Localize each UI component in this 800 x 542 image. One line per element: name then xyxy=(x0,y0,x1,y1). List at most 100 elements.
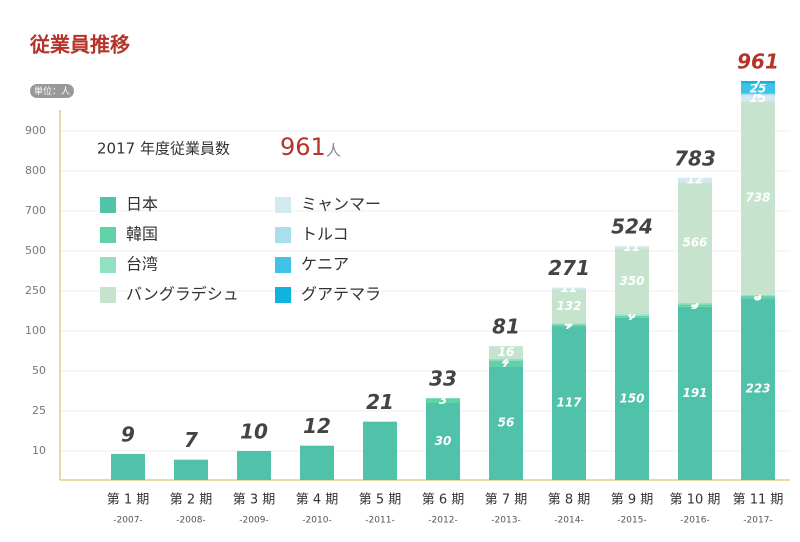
y-tick-label: 800 xyxy=(25,164,46,177)
bar-segment xyxy=(552,289,586,324)
x-tick-label: 第 11 期 xyxy=(733,493,784,508)
x-tick-label: 第 3 期 xyxy=(233,493,276,508)
y-tick-label: 500 xyxy=(25,244,46,257)
bar-segment xyxy=(363,421,397,480)
segment-label: 150 xyxy=(619,391,644,405)
segment-label: 738 xyxy=(745,191,770,205)
x-sub-label: -2010- xyxy=(302,516,331,526)
bar-segment xyxy=(741,298,775,480)
x-tick-label: 第 10 期 xyxy=(670,493,721,508)
legend-swatch xyxy=(275,257,291,273)
x-tick-label: 第 5 期 xyxy=(359,493,402,508)
x-tick-label: 第 7 期 xyxy=(485,493,528,508)
segment-label: 7 xyxy=(565,318,574,332)
total-label: 12 xyxy=(303,414,331,438)
segment-label: 7 xyxy=(628,309,637,323)
segment-label: 117 xyxy=(556,396,582,410)
segment-label: 11 xyxy=(624,240,641,254)
legend-label: 日本 xyxy=(126,195,158,214)
legend-label: トルコ xyxy=(301,225,349,244)
x-sub-label: -2015- xyxy=(617,516,646,526)
total-label: 271 xyxy=(548,256,590,280)
segment-label: 30 xyxy=(435,434,452,448)
total-label: 21 xyxy=(366,390,394,414)
segment-label: 7 xyxy=(502,356,511,370)
segment-label: 8 xyxy=(754,290,762,304)
total-label: 961 xyxy=(737,50,779,74)
bar-segment xyxy=(426,403,460,480)
bar-segment xyxy=(552,324,586,327)
bar-segment xyxy=(489,346,523,359)
summary-label: 2017 年度従業員数 xyxy=(97,140,230,158)
legend-label: グアテマラ xyxy=(301,285,381,304)
x-sub-label: -2009- xyxy=(239,516,268,526)
legend-swatch xyxy=(100,227,116,243)
bar-segment xyxy=(552,287,586,290)
y-tick-label: 250 xyxy=(25,284,46,297)
y-tick-label: 10 xyxy=(32,444,46,457)
bar-segment xyxy=(741,81,775,84)
x-sub-label: -2016- xyxy=(680,516,709,526)
unit-label: 単位：人 xyxy=(34,85,70,97)
bar-segment xyxy=(237,451,271,480)
legend-label: バングラデシュ xyxy=(126,285,239,304)
segment-label: 3 xyxy=(439,393,447,407)
y-tick-label: 50 xyxy=(32,364,46,377)
legend-swatch xyxy=(100,197,116,213)
segment-label: 4 xyxy=(753,87,762,101)
legend-label: 韓国 xyxy=(126,225,158,244)
legend-swatch xyxy=(100,287,116,303)
legend-label: 台湾 xyxy=(126,255,158,274)
summary-value: 961 xyxy=(280,133,326,161)
unit-badge xyxy=(30,84,74,98)
x-sub-label: -2007- xyxy=(113,516,142,526)
bar-segment xyxy=(741,101,775,295)
bar-segment xyxy=(615,317,649,480)
bar-segment xyxy=(678,303,712,305)
segment-label: 566 xyxy=(682,235,707,249)
segment-label: 2 xyxy=(502,352,510,366)
bar-segment xyxy=(615,315,649,318)
bar-segment xyxy=(741,93,775,96)
y-tick-label: 100 xyxy=(25,324,46,337)
total-label: 10 xyxy=(240,420,268,444)
bar-segment xyxy=(741,296,775,299)
segment-label: 5 xyxy=(754,288,762,302)
x-tick-label: 第 8 期 xyxy=(548,493,591,508)
x-sub-label: -2011- xyxy=(365,516,394,526)
bar-segment xyxy=(741,83,775,94)
x-tick-label: 第 1 期 xyxy=(107,493,150,508)
bar-segment xyxy=(615,248,649,315)
chart-title: 従業員推移 xyxy=(29,33,130,57)
bar-segment xyxy=(678,182,712,303)
x-sub-label: -2017- xyxy=(743,516,772,526)
total-label: 9 xyxy=(121,422,135,446)
x-tick-label: 第 9 期 xyxy=(611,493,654,508)
y-tick-label: 700 xyxy=(25,204,46,217)
x-sub-label: -2013- xyxy=(491,516,520,526)
bar-segment xyxy=(489,366,523,480)
segment-label: 25 xyxy=(750,81,767,95)
bar-segment xyxy=(615,314,649,316)
total-label: 524 xyxy=(611,215,653,239)
total-label: 7 xyxy=(184,428,198,452)
x-tick-label: 第 2 期 xyxy=(170,493,213,508)
total-label: 33 xyxy=(429,367,457,391)
legend-swatch xyxy=(275,227,291,243)
bar-segment xyxy=(426,398,460,403)
segment-label: 223 xyxy=(745,382,770,396)
segment-label: 4 xyxy=(564,317,573,331)
segment-label: 6 xyxy=(628,308,636,322)
legend-label: ミャンマー xyxy=(301,195,381,214)
legend-swatch xyxy=(100,257,116,273)
bar-segment xyxy=(111,453,145,480)
segment-label: 56 xyxy=(498,416,515,430)
x-sub-label: -2012- xyxy=(428,516,457,526)
x-tick-label: 第 6 期 xyxy=(422,493,465,508)
bar-segment xyxy=(489,359,523,361)
segment-label: 132 xyxy=(556,299,581,313)
bar-segment xyxy=(552,326,586,480)
segment-label: 5 xyxy=(691,296,699,310)
legend-swatch xyxy=(275,197,291,213)
